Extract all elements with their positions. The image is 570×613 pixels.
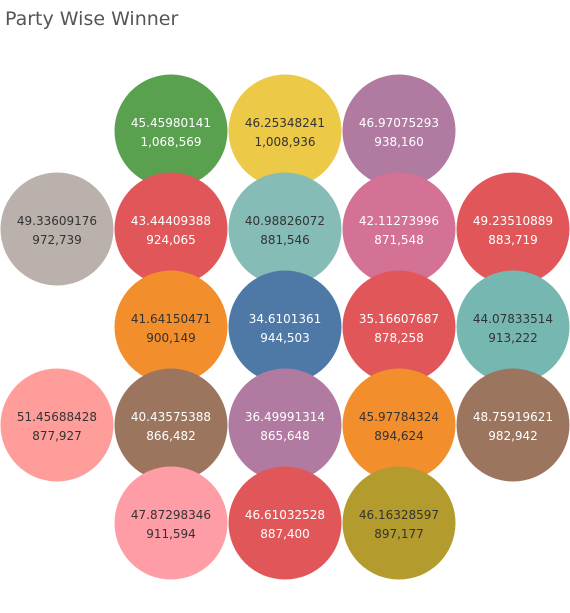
- bubble[interactable]: 44.07833514 913,222: [456, 270, 570, 384]
- bubble-label: 47.87298346: [131, 508, 211, 522]
- bubble[interactable]: 47.87298346 911,594: [114, 466, 228, 580]
- bubble[interactable]: 36.49991314 865,648: [228, 368, 342, 482]
- bubble[interactable]: 35.16607687 878,258: [342, 270, 456, 384]
- bubble-circle[interactable]: [114, 270, 228, 384]
- bubble[interactable]: 49.23510889 883,719: [456, 172, 570, 286]
- bubble-label: 40.43575388: [131, 410, 211, 424]
- bubble-circle[interactable]: [342, 466, 456, 580]
- bubble-value: 911,594: [146, 527, 196, 541]
- bubble-value: 924,065: [146, 233, 196, 247]
- bubble-circle[interactable]: [456, 270, 570, 384]
- bubble-circle[interactable]: [342, 74, 456, 188]
- bubble[interactable]: 40.98826072 881,546: [228, 172, 342, 286]
- bubble-label: 46.61032528: [245, 508, 325, 522]
- bubble-value: 972,739: [32, 233, 82, 247]
- bubble[interactable]: 40.43575388 866,482: [114, 368, 228, 482]
- bubble-value: 900,149: [146, 331, 196, 345]
- bubble[interactable]: 48.75919621 982,942: [456, 368, 570, 482]
- bubble-label: 49.33609176: [17, 214, 97, 228]
- bubble-circle[interactable]: [228, 368, 342, 482]
- bubble-label: 46.25348241: [245, 116, 325, 130]
- bubble-circle[interactable]: [228, 74, 342, 188]
- bubble-circle[interactable]: [456, 172, 570, 286]
- bubble-label: 41.64150471: [131, 312, 211, 326]
- bubble-circle[interactable]: [342, 172, 456, 286]
- bubble[interactable]: 45.97784324 894,624: [342, 368, 456, 482]
- bubble-value: 944,503: [260, 331, 310, 345]
- bubble[interactable]: 41.64150471 900,149: [114, 270, 228, 384]
- bubble-circle[interactable]: [0, 368, 114, 482]
- bubble-label: 45.97784324: [359, 410, 439, 424]
- bubble-value: 897,177: [374, 527, 424, 541]
- bubble-label: 46.16328597: [359, 508, 439, 522]
- bubble-value: 877,927: [32, 429, 82, 443]
- bubble-label: 46.97075293: [359, 116, 439, 130]
- bubble[interactable]: 49.33609176 972,739: [0, 172, 114, 286]
- bubble-label: 34.6101361: [249, 312, 322, 326]
- bubble-label: 48.75919621: [473, 410, 553, 424]
- bubble-value: 894,624: [374, 429, 424, 443]
- bubble-circle[interactable]: [456, 368, 570, 482]
- bubble-circle[interactable]: [114, 368, 228, 482]
- bubble[interactable]: 45.45980141 1,068,569: [114, 74, 228, 188]
- bubble-value: 883,719: [488, 233, 538, 247]
- bubble-value: 871,548: [374, 233, 424, 247]
- bubble[interactable]: 51.45688428 877,927: [0, 368, 114, 482]
- bubble-value: 938,160: [374, 135, 424, 149]
- bubble-circle[interactable]: [342, 368, 456, 482]
- bubble[interactable]: 42.11273996 871,548: [342, 172, 456, 286]
- bubble-circle[interactable]: [114, 172, 228, 286]
- bubble[interactable]: 34.6101361 944,503: [228, 270, 342, 384]
- bubble-circle[interactable]: [228, 172, 342, 286]
- bubble-circle[interactable]: [228, 466, 342, 580]
- bubble-value: 887,400: [260, 527, 310, 541]
- bubble-circle[interactable]: [114, 74, 228, 188]
- bubble-label: 43.44409388: [131, 214, 211, 228]
- bubble-label: 45.45980141: [131, 116, 211, 130]
- bubble[interactable]: 46.16328597 897,177: [342, 466, 456, 580]
- bubble-value: 913,222: [488, 331, 538, 345]
- bubble-label: 49.23510889: [473, 214, 553, 228]
- bubble[interactable]: 46.61032528 887,400: [228, 466, 342, 580]
- chart-title: Party Wise Winner: [5, 8, 179, 30]
- bubble-circle[interactable]: [114, 466, 228, 580]
- bubble-value: 878,258: [374, 331, 424, 345]
- bubble-label: 42.11273996: [359, 214, 439, 228]
- bubble-label: 40.98826072: [245, 214, 325, 228]
- bubble-value: 866,482: [146, 429, 196, 443]
- bubble[interactable]: 46.97075293 938,160: [342, 74, 456, 188]
- bubble-label: 44.07833514: [473, 312, 553, 326]
- bubble[interactable]: 43.44409388 924,065: [114, 172, 228, 286]
- bubble-label: 51.45688428: [17, 410, 97, 424]
- bubble-circle[interactable]: [0, 172, 114, 286]
- bubble-label: 35.16607687: [359, 312, 439, 326]
- bubble-value: 982,942: [488, 429, 538, 443]
- bubble-value: 1,008,936: [254, 135, 315, 149]
- bubble-label: 36.49991314: [245, 410, 325, 424]
- bubble-value: 881,546: [260, 233, 310, 247]
- bubble-value: 1,068,569: [140, 135, 201, 149]
- bubble[interactable]: 46.25348241 1,008,936: [228, 74, 342, 188]
- bubble-circle[interactable]: [228, 270, 342, 384]
- bubble-circle[interactable]: [342, 270, 456, 384]
- bubble-value: 865,648: [260, 429, 310, 443]
